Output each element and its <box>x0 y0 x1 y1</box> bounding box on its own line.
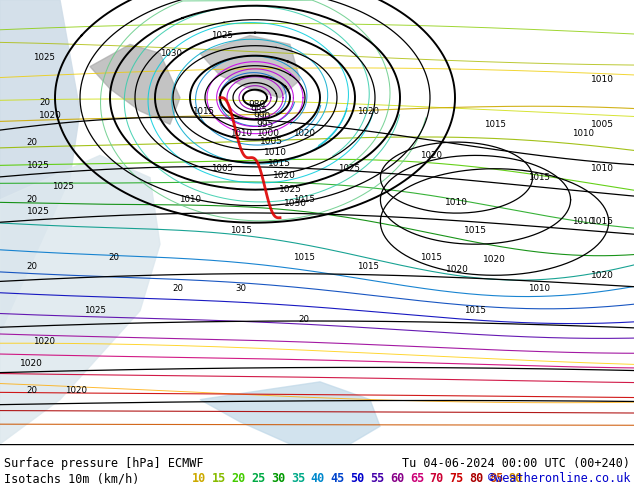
Text: 1015: 1015 <box>357 262 378 271</box>
Text: 1015: 1015 <box>465 306 486 315</box>
Text: 1010: 1010 <box>179 196 201 204</box>
Text: ©weatheronline.co.uk: ©weatheronline.co.uk <box>488 472 630 486</box>
Text: 1020: 1020 <box>483 255 506 264</box>
Text: 75: 75 <box>450 472 463 486</box>
Text: 1020: 1020 <box>273 172 295 180</box>
Text: 1015: 1015 <box>192 106 214 116</box>
Text: 15: 15 <box>212 472 226 486</box>
Text: 1010: 1010 <box>591 75 614 84</box>
Text: 35: 35 <box>291 472 305 486</box>
Text: Tu 04-06-2024 00:00 UTC (00+240): Tu 04-06-2024 00:00 UTC (00+240) <box>402 457 630 470</box>
Text: Isotachs 10m (km/h): Isotachs 10m (km/h) <box>4 472 139 486</box>
Text: 1015: 1015 <box>294 196 315 204</box>
Text: 30: 30 <box>271 472 285 486</box>
Polygon shape <box>90 45 180 124</box>
Text: 1015: 1015 <box>591 218 614 226</box>
Text: 1025: 1025 <box>34 53 55 62</box>
Text: 20: 20 <box>231 472 246 486</box>
Text: 55: 55 <box>370 472 384 486</box>
Text: 1025: 1025 <box>84 306 106 315</box>
Text: 1020: 1020 <box>65 386 87 395</box>
Text: 1015: 1015 <box>268 159 290 169</box>
Text: 40: 40 <box>311 472 325 486</box>
Text: 1000: 1000 <box>257 129 280 138</box>
Text: 1020: 1020 <box>34 338 55 346</box>
Text: 20: 20 <box>39 98 50 107</box>
Text: 995: 995 <box>256 121 274 129</box>
Text: 1015: 1015 <box>464 226 487 235</box>
Text: 1015: 1015 <box>420 253 442 262</box>
Text: 1005: 1005 <box>260 137 283 147</box>
Text: 1020: 1020 <box>420 151 442 160</box>
Text: 1020: 1020 <box>446 265 469 273</box>
Text: 1010: 1010 <box>528 284 550 293</box>
Text: 60: 60 <box>390 472 404 486</box>
Text: 1020: 1020 <box>294 129 315 138</box>
Polygon shape <box>200 382 380 444</box>
Text: 1010: 1010 <box>230 129 252 138</box>
Text: 1010: 1010 <box>573 129 594 138</box>
Text: 1020: 1020 <box>20 359 43 368</box>
Text: 45: 45 <box>330 472 345 486</box>
Text: 20: 20 <box>299 315 310 324</box>
Text: 1025: 1025 <box>211 31 233 40</box>
Text: 20: 20 <box>26 138 37 147</box>
Text: 990: 990 <box>254 112 271 121</box>
Polygon shape <box>0 155 160 444</box>
Text: 20: 20 <box>108 253 120 262</box>
Text: 1025: 1025 <box>338 164 359 173</box>
Polygon shape <box>0 0 80 333</box>
Text: 1025: 1025 <box>53 182 74 191</box>
Text: 1020: 1020 <box>357 106 378 116</box>
Text: 1010: 1010 <box>264 148 287 157</box>
Text: 1015: 1015 <box>484 120 505 129</box>
Text: 30: 30 <box>235 284 247 293</box>
Text: 1020: 1020 <box>39 111 62 120</box>
Text: 1030: 1030 <box>283 199 306 208</box>
Text: 20: 20 <box>26 386 37 395</box>
Text: 1025: 1025 <box>278 185 301 194</box>
Text: 1030: 1030 <box>160 49 182 58</box>
Text: 985: 985 <box>251 106 268 115</box>
Text: 1025: 1025 <box>27 161 49 170</box>
Text: 80: 80 <box>469 472 484 486</box>
Text: 20: 20 <box>26 196 37 204</box>
Text: 20: 20 <box>172 284 183 293</box>
Text: 50: 50 <box>351 472 365 486</box>
Text: 1005: 1005 <box>591 120 614 129</box>
Text: 25: 25 <box>252 472 266 486</box>
Text: 1010: 1010 <box>591 164 614 173</box>
Text: 1010: 1010 <box>445 198 468 207</box>
Text: 1015: 1015 <box>528 173 550 182</box>
Polygon shape <box>200 35 300 98</box>
Text: Surface pressure [hPa] ECMWF: Surface pressure [hPa] ECMWF <box>4 457 204 470</box>
Text: 1025: 1025 <box>27 207 49 216</box>
Text: 1005: 1005 <box>211 164 233 173</box>
Text: 1015: 1015 <box>230 226 252 235</box>
Text: 1020: 1020 <box>591 271 614 280</box>
Text: 20: 20 <box>26 262 37 271</box>
Text: 980: 980 <box>249 100 266 109</box>
Text: 70: 70 <box>430 472 444 486</box>
Text: 65: 65 <box>410 472 424 486</box>
Text: 85: 85 <box>489 472 503 486</box>
Text: 1010: 1010 <box>573 218 594 226</box>
Text: 90: 90 <box>509 472 523 486</box>
Text: 10: 10 <box>192 472 206 486</box>
Text: 1015: 1015 <box>294 253 315 262</box>
